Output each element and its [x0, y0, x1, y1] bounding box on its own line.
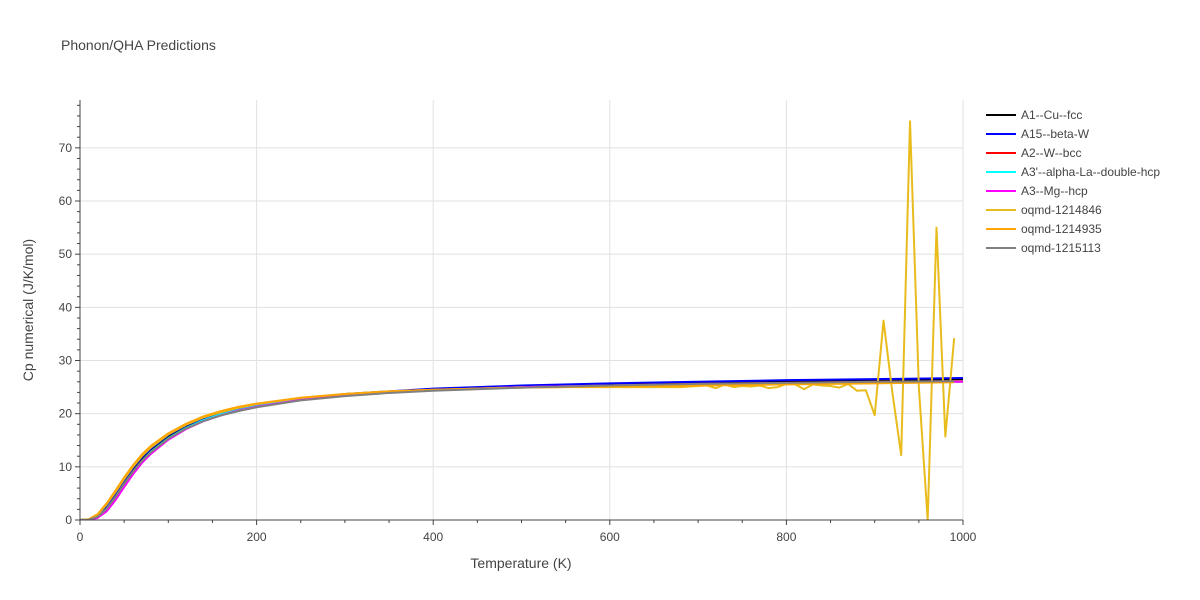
series-line	[80, 377, 963, 520]
legend-item[interactable]: A3--Mg--hcp	[986, 184, 1088, 198]
legend-label: oqmd-1214935	[1021, 222, 1102, 236]
legend-item[interactable]: oqmd-1215113	[986, 241, 1101, 255]
legend-label: oqmd-1214846	[1021, 203, 1102, 217]
axes-layer: 0 200 400 600 800 1000 0 10 20 30 40 50 60 70	[59, 100, 977, 544]
series-line	[80, 381, 955, 520]
x-tick-label: 600	[600, 530, 620, 544]
y-tick-label: 30	[59, 354, 73, 368]
y-tick-label: 60	[59, 194, 73, 208]
legend: A1--Cu--fcc A15--beta-W A2--W--bcc A3'--alp…	[986, 108, 1160, 255]
legend-label: A15--beta-W	[1021, 127, 1090, 141]
legend-label: A1--Cu--fcc	[1021, 108, 1082, 122]
legend-item[interactable]: A15--beta-W	[986, 127, 1090, 141]
x-tick-label: 400	[423, 530, 443, 544]
y-axis-title: Cp numerical (J/K/mol)	[20, 239, 36, 381]
legend-item[interactable]: A3'--alpha-La--double-hcp	[986, 165, 1160, 179]
series-line	[80, 380, 955, 520]
chart-title: Phonon/QHA Predictions	[61, 37, 216, 53]
legend-label: A2--W--bcc	[1021, 146, 1081, 160]
x-tick-label: 200	[247, 530, 267, 544]
series-line	[80, 380, 963, 520]
y-tick-label: 20	[59, 407, 73, 421]
y-tick-label: 70	[59, 141, 73, 155]
legend-label: A3--Mg--hcp	[1021, 184, 1088, 198]
legend-item[interactable]: oqmd-1214935	[986, 222, 1102, 236]
grid-layer	[80, 100, 964, 520]
y-tick-label: 10	[59, 460, 73, 474]
y-tick-label: 50	[59, 247, 73, 261]
series-line	[80, 120, 956, 520]
legend-label: oqmd-1215113	[1021, 241, 1101, 255]
legend-item[interactable]: A1--Cu--fcc	[986, 108, 1082, 122]
x-tick-label: 0	[77, 530, 84, 544]
legend-item[interactable]: A2--W--bcc	[986, 146, 1081, 160]
x-axis-title: Temperature (K)	[470, 555, 571, 571]
series-line	[80, 380, 963, 520]
legend-item[interactable]: oqmd-1214846	[986, 203, 1102, 217]
legend-label: A3'--alpha-La--double-hcp	[1021, 165, 1160, 179]
x-tick-label: 1000	[950, 530, 977, 544]
series-layer	[80, 120, 963, 520]
y-tick-label: 0	[65, 513, 72, 527]
x-tick-label: 800	[776, 530, 796, 544]
series-line	[80, 378, 963, 520]
y-tick-label: 40	[59, 300, 73, 314]
series-line	[80, 380, 963, 520]
